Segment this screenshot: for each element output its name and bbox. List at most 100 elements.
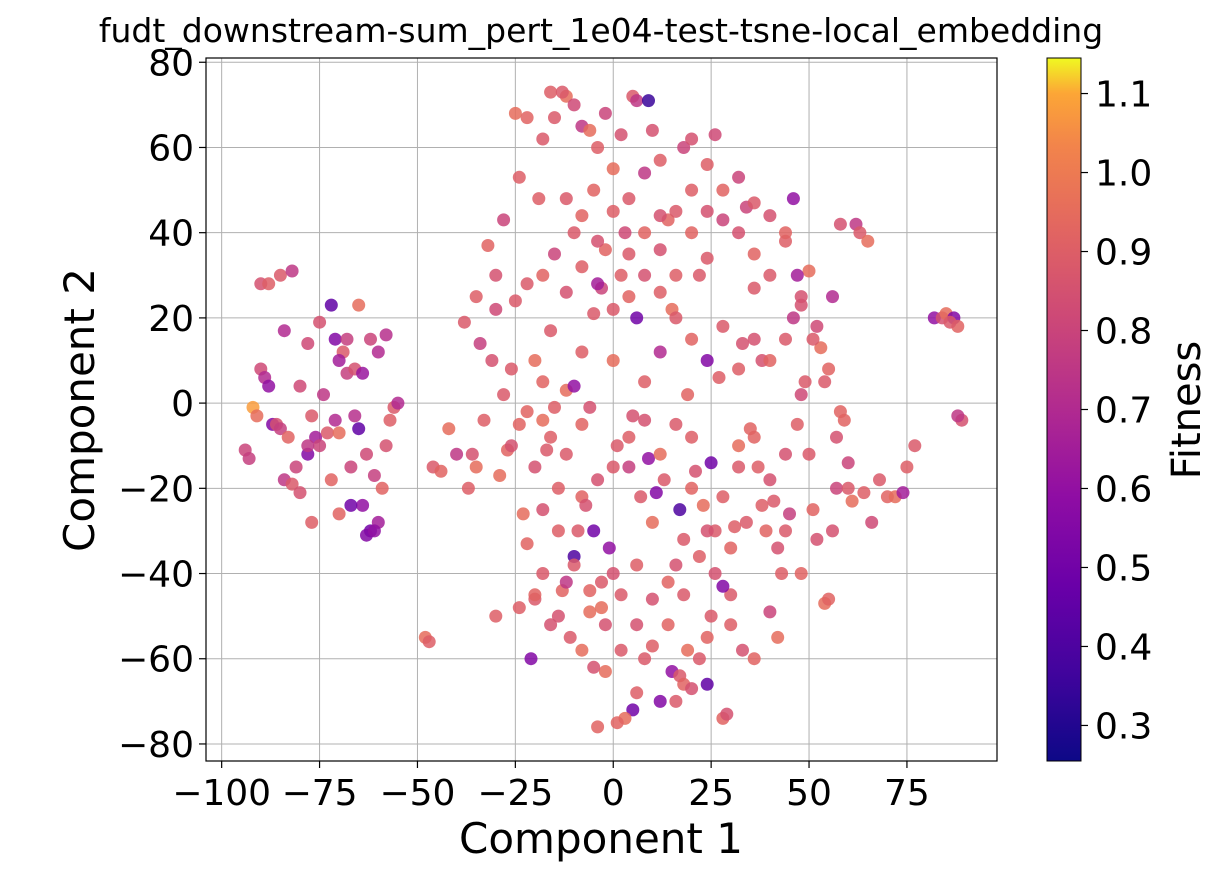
data-point-229 xyxy=(610,716,624,730)
data-point-83 xyxy=(508,294,522,308)
data-point-55 xyxy=(371,345,385,359)
data-point-276 xyxy=(591,277,605,291)
data-point-282 xyxy=(685,332,699,346)
data-points xyxy=(238,85,969,734)
data-point-225 xyxy=(669,694,683,708)
data-point-272 xyxy=(520,277,534,291)
data-point-348 xyxy=(806,332,820,346)
data-point-69 xyxy=(457,315,471,329)
data-point-334 xyxy=(591,234,605,248)
data-point-183 xyxy=(775,567,789,580)
data-point-189 xyxy=(798,375,812,389)
data-point-283 xyxy=(700,354,714,367)
data-point-90 xyxy=(536,413,550,427)
data-point-44 xyxy=(285,264,299,278)
data-point-264 xyxy=(747,247,761,261)
data-point-304 xyxy=(685,481,699,495)
data-point-220 xyxy=(943,315,957,329)
data-point-279 xyxy=(638,268,652,282)
data-point-182 xyxy=(771,630,785,644)
data-point-341 xyxy=(700,204,714,218)
data-point-172 xyxy=(732,439,746,453)
data-point-331 xyxy=(771,541,785,555)
data-point-241 xyxy=(595,601,608,615)
data-point-329 xyxy=(739,515,753,529)
data-point-152 xyxy=(653,345,667,359)
y-tick-label-3: −20 xyxy=(118,469,194,510)
colorbar-label: Fitness xyxy=(1164,341,1210,480)
data-point-318 xyxy=(567,558,581,572)
data-point-124 xyxy=(653,153,667,167)
data-point-76 xyxy=(485,354,499,367)
data-point-15 xyxy=(293,379,307,393)
data-point-57 xyxy=(356,366,370,380)
data-point-37 xyxy=(379,439,393,453)
data-point-104 xyxy=(591,720,605,734)
data-point-24 xyxy=(328,413,342,427)
data-point-99 xyxy=(571,524,585,538)
data-point-93 xyxy=(548,111,561,125)
data-point-314 xyxy=(504,362,518,376)
x-tick-label-2: −50 xyxy=(379,773,455,814)
x-tick-label-5: 25 xyxy=(688,773,734,814)
data-point-295 xyxy=(544,430,558,444)
data-point-14 xyxy=(293,486,307,500)
data-point-30 xyxy=(352,422,366,436)
data-point-61 xyxy=(332,507,346,521)
data-point-327 xyxy=(708,567,722,580)
data-point-261 xyxy=(700,251,714,265)
data-point-288 xyxy=(779,332,792,346)
data-point-70 xyxy=(461,481,475,495)
data-point-122 xyxy=(642,94,655,108)
data-point-54 xyxy=(364,332,377,346)
data-point-204 xyxy=(857,486,871,500)
data-point-186 xyxy=(786,192,800,206)
data-point-157 xyxy=(673,503,687,517)
data-point-67 xyxy=(442,422,456,436)
data-point-112 xyxy=(544,85,558,99)
data-point-285 xyxy=(732,362,746,376)
data-point-46 xyxy=(301,337,315,350)
data-point-281 xyxy=(669,311,683,325)
data-point-43 xyxy=(273,268,287,282)
data-point-245 xyxy=(661,618,675,632)
data-point-206 xyxy=(865,515,879,529)
data-point-259 xyxy=(669,268,683,282)
data-point-75 xyxy=(481,239,495,252)
data-point-151 xyxy=(649,486,663,500)
data-point-143 xyxy=(618,226,632,240)
data-point-176 xyxy=(747,281,761,295)
data-point-62 xyxy=(301,439,315,453)
y-tick-label-2: −40 xyxy=(118,555,194,596)
data-point-117 xyxy=(591,141,605,154)
data-point-74 xyxy=(477,413,491,427)
data-point-108 xyxy=(606,567,620,580)
data-point-255 xyxy=(606,162,620,176)
data-point-78 xyxy=(489,302,503,316)
data-point-299 xyxy=(606,460,620,474)
data-point-34 xyxy=(367,469,381,482)
data-point-252 xyxy=(548,247,561,261)
data-point-137 xyxy=(587,307,601,321)
data-point-234 xyxy=(692,652,706,666)
y-tick-label-7: 60 xyxy=(148,128,194,169)
data-point-233 xyxy=(700,677,714,691)
data-point-107 xyxy=(602,541,616,555)
data-point-82 xyxy=(504,439,518,453)
data-point-239 xyxy=(536,567,550,580)
x-tick-label-7: 75 xyxy=(884,773,930,814)
data-point-332 xyxy=(559,192,573,206)
data-point-337 xyxy=(638,226,652,240)
data-point-305 xyxy=(700,524,714,538)
data-point-80 xyxy=(497,213,511,227)
data-point-134 xyxy=(567,379,581,393)
data-point-170 xyxy=(724,588,738,602)
x-tick-label-4: 0 xyxy=(602,773,625,814)
data-point-58 xyxy=(344,498,358,512)
data-point-187 xyxy=(790,417,804,431)
data-point-106 xyxy=(598,665,612,678)
data-point-128 xyxy=(708,128,722,142)
data-point-51 xyxy=(340,332,354,346)
colorbar-tick-label-7: 1.0 xyxy=(1095,154,1152,195)
